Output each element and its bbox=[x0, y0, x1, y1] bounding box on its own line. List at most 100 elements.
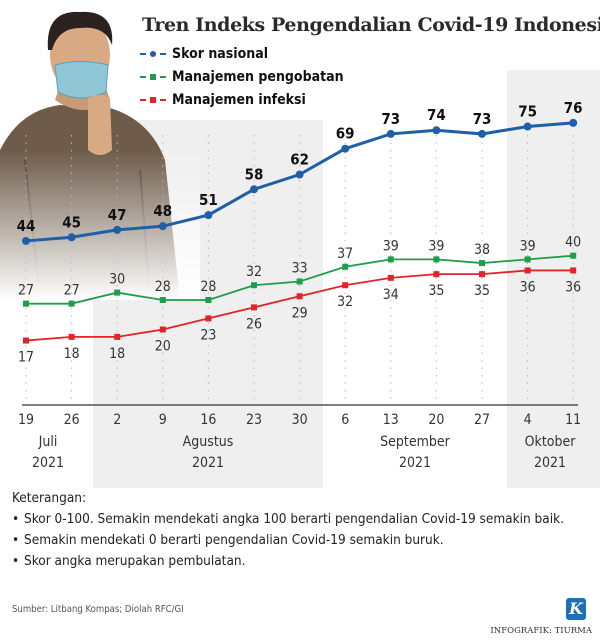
legend-item-skor-nasional: Skor nasional bbox=[140, 42, 344, 65]
legend-label: Skor nasional bbox=[172, 45, 269, 62]
x-tick-label: 6 bbox=[341, 412, 349, 428]
data-label: 37 bbox=[337, 246, 353, 262]
data-label: 75 bbox=[518, 103, 537, 121]
data-point bbox=[386, 129, 395, 138]
data-point bbox=[570, 252, 577, 259]
data-label: 27 bbox=[64, 283, 80, 299]
month-label: Agustus bbox=[183, 434, 234, 450]
data-point bbox=[114, 289, 121, 296]
data-point bbox=[22, 236, 30, 245]
legend: Skor nasional Manajemen pengobatan Manaj… bbox=[140, 42, 344, 111]
data-label: 23 bbox=[200, 327, 216, 343]
data-point bbox=[205, 296, 212, 303]
data-label: 34 bbox=[383, 287, 399, 303]
x-tick-label: 11 bbox=[565, 412, 581, 428]
data-point bbox=[524, 267, 531, 274]
chart-title: Tren Indeks Pengendalian Covid-19 Indone… bbox=[142, 14, 600, 36]
x-tick-label: 16 bbox=[200, 412, 216, 428]
data-point bbox=[387, 256, 394, 263]
x-tick-label: 23 bbox=[246, 412, 262, 428]
note-item: Skor angka merupakan pembulatan. bbox=[12, 551, 564, 572]
data-label: 62 bbox=[290, 151, 309, 169]
data-point bbox=[342, 282, 349, 289]
data-point bbox=[251, 304, 257, 311]
data-point bbox=[159, 296, 166, 303]
shaded-band-oktober bbox=[507, 70, 600, 488]
data-label: 28 bbox=[155, 279, 171, 295]
year-label: 2021 bbox=[192, 455, 224, 471]
year-label: 2021 bbox=[399, 455, 431, 471]
data-point bbox=[569, 118, 578, 127]
x-tick-label: 20 bbox=[428, 412, 444, 428]
x-tick-label: 19 bbox=[18, 412, 34, 428]
data-label: 69 bbox=[336, 125, 355, 143]
data-point bbox=[158, 222, 167, 231]
data-label: 18 bbox=[64, 346, 80, 362]
data-point bbox=[479, 260, 485, 267]
data-label: 18 bbox=[109, 346, 125, 362]
month-label: Oktober bbox=[525, 434, 577, 450]
legend-swatch-red bbox=[140, 95, 166, 105]
x-tick-label: 27 bbox=[474, 412, 490, 428]
data-point bbox=[23, 337, 29, 344]
data-label: 48 bbox=[153, 202, 172, 220]
data-point bbox=[114, 333, 121, 340]
kompas-logo: K bbox=[566, 598, 586, 620]
data-point bbox=[23, 300, 29, 307]
data-label: 17 bbox=[18, 350, 34, 366]
data-label: 26 bbox=[246, 316, 262, 332]
data-point bbox=[159, 326, 166, 333]
data-point bbox=[68, 333, 75, 340]
data-label: 29 bbox=[292, 305, 308, 321]
data-point bbox=[432, 126, 441, 135]
note-item: Skor 0-100. Semakin mendekati angka 100 … bbox=[12, 509, 564, 530]
x-tick-label: 4 bbox=[524, 412, 532, 428]
year-label: 2021 bbox=[534, 455, 566, 471]
data-label: 73 bbox=[473, 110, 492, 128]
data-label: 58 bbox=[245, 165, 264, 183]
legend-label: Manajemen infeksi bbox=[172, 91, 306, 108]
data-label: 36 bbox=[565, 279, 581, 295]
notes: Keterangan: Skor 0-100. Semakin mendekat… bbox=[12, 488, 564, 572]
data-label: 35 bbox=[428, 283, 444, 299]
data-point bbox=[250, 185, 258, 194]
data-point bbox=[478, 129, 486, 138]
x-tick-label: 13 bbox=[383, 412, 399, 428]
person-illustration bbox=[0, 11, 200, 301]
data-point bbox=[433, 256, 440, 263]
data-point bbox=[523, 122, 532, 131]
data-point bbox=[433, 271, 440, 278]
source-text: Sumber: Litbang Kompas; Diolah RFC/GI bbox=[12, 604, 184, 615]
data-label: 33 bbox=[292, 261, 308, 277]
data-point bbox=[341, 144, 350, 153]
data-point bbox=[113, 225, 122, 234]
data-label: 38 bbox=[474, 242, 490, 258]
legend-item-manajemen-pengobatan: Manajemen pengobatan bbox=[140, 65, 344, 88]
data-label: 73 bbox=[381, 110, 400, 128]
x-tick-label: 30 bbox=[292, 412, 308, 428]
x-tick-label: 26 bbox=[64, 412, 80, 428]
data-point bbox=[68, 300, 75, 307]
data-label: 30 bbox=[109, 272, 125, 288]
data-point bbox=[251, 282, 257, 289]
data-label: 35 bbox=[474, 283, 490, 299]
data-label: 36 bbox=[520, 279, 536, 295]
data-point bbox=[296, 278, 303, 285]
data-label: 20 bbox=[155, 339, 171, 355]
legend-swatch-blue bbox=[140, 49, 166, 59]
data-point bbox=[295, 170, 304, 179]
x-tick-label: 2 bbox=[113, 412, 121, 428]
data-point bbox=[570, 267, 577, 274]
data-point bbox=[387, 274, 394, 281]
data-label: 27 bbox=[18, 283, 34, 299]
data-point bbox=[205, 315, 212, 322]
credit-text: INFOGRAFIK: TIURMA bbox=[490, 626, 592, 636]
month-label: Juli bbox=[38, 434, 58, 450]
data-label: 39 bbox=[520, 238, 536, 254]
data-label: 44 bbox=[17, 217, 36, 235]
data-point bbox=[296, 293, 303, 300]
data-point bbox=[204, 211, 213, 220]
data-point bbox=[67, 233, 76, 242]
data-label: 32 bbox=[337, 294, 353, 310]
